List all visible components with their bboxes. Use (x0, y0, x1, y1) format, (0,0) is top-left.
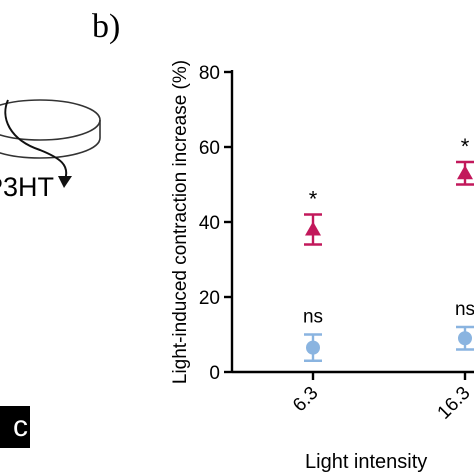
y-tick-label: 40 (199, 213, 220, 234)
significance-label: * (461, 134, 470, 159)
data-point-triangle (457, 165, 473, 180)
x-axis-title: Light intensity (305, 451, 427, 473)
x-tick-label: 16.3 (434, 383, 474, 424)
panel-c-label: c (0, 406, 30, 448)
significance-label: ns (303, 307, 323, 328)
significance-label: * (309, 187, 318, 212)
y-tick-label: 60 (199, 138, 220, 159)
data-point-circle (458, 331, 472, 346)
y-axis-title: Light-induced contraction increase (%) (170, 60, 191, 384)
y-tick-label: 0 (209, 363, 220, 384)
significance-label: ns (455, 299, 474, 320)
p3ht-label: P3HT (0, 172, 55, 202)
y-tick-label: 80 (199, 63, 220, 84)
data-point-triangle (305, 221, 321, 236)
y-tick-label: 20 (199, 288, 220, 309)
x-tick-label: 6.3 (289, 383, 323, 417)
data-point-circle (306, 340, 320, 355)
panel-b-label: b) (92, 8, 121, 45)
